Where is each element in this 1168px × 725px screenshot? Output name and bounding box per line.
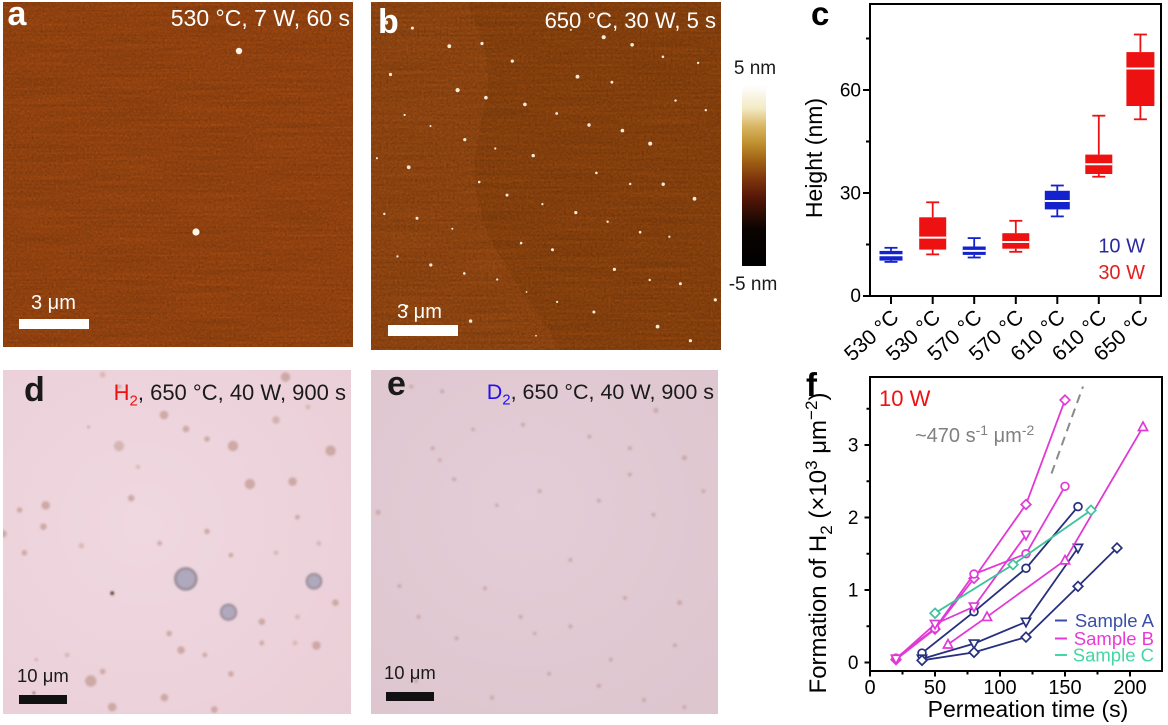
svg-text:5 nm: 5 nm (734, 58, 776, 79)
svg-text:10 W: 10 W (1098, 236, 1145, 258)
svg-text:f: f (806, 366, 818, 403)
svg-text:1: 1 (848, 581, 859, 602)
svg-text:50: 50 (924, 677, 946, 699)
svg-text:3: 3 (848, 436, 859, 457)
svg-text:Formation of H2 (×103 μm−2): Formation of H2 (×103 μm−2) (802, 393, 836, 694)
svg-text:100: 100 (983, 677, 1016, 699)
svg-text:Permeation time (s): Permeation time (s) (928, 696, 1129, 722)
svg-text:30 W: 30 W (1098, 262, 1145, 284)
svg-text:Sample C: Sample C (1073, 645, 1154, 666)
svg-text:60: 60 (840, 81, 861, 102)
svg-text:~470 s-1 μm-2: ~470 s-1 μm-2 (915, 422, 1034, 447)
svg-text:0: 0 (850, 286, 861, 307)
svg-text:30: 30 (840, 184, 861, 205)
svg-text:0: 0 (864, 677, 875, 699)
svg-text:Sample B: Sample B (1074, 628, 1154, 649)
svg-text:150: 150 (1048, 677, 1081, 699)
svg-text:200: 200 (1113, 677, 1146, 699)
svg-text:10 W: 10 W (879, 386, 931, 411)
svg-text:0: 0 (848, 653, 859, 674)
svg-text:-5 nm: -5 nm (729, 274, 778, 295)
svg-text:c: c (811, 0, 829, 32)
svg-text:Sample A: Sample A (1075, 610, 1155, 631)
svg-text:2: 2 (848, 508, 859, 529)
svg-text:Height (nm): Height (nm) (801, 98, 827, 218)
